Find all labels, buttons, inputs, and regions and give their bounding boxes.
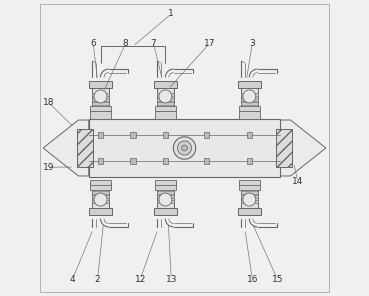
Circle shape: [94, 90, 107, 103]
Bar: [89, 208, 112, 215]
Bar: [204, 132, 209, 138]
Bar: [157, 102, 174, 105]
Text: 12: 12: [135, 275, 146, 284]
Bar: [246, 158, 252, 164]
Bar: [92, 200, 109, 202]
Bar: [92, 94, 109, 96]
Bar: [154, 208, 176, 215]
Text: 17: 17: [204, 39, 215, 48]
Bar: [241, 94, 258, 96]
Bar: [241, 191, 258, 194]
Bar: [204, 158, 209, 164]
Bar: [157, 82, 174, 107]
Circle shape: [243, 90, 256, 103]
Text: 19: 19: [43, 163, 54, 172]
Circle shape: [173, 137, 196, 159]
Bar: [238, 208, 261, 215]
Bar: [241, 98, 258, 101]
Circle shape: [159, 193, 172, 206]
Bar: [92, 195, 109, 198]
Text: 2: 2: [95, 275, 100, 284]
Bar: [276, 129, 292, 167]
Circle shape: [159, 90, 172, 103]
Bar: [98, 158, 103, 164]
Bar: [241, 195, 258, 198]
Text: 1: 1: [168, 9, 174, 18]
Bar: [98, 132, 103, 138]
Bar: [246, 132, 252, 138]
Bar: [239, 111, 260, 118]
Bar: [157, 94, 174, 96]
Bar: [130, 158, 135, 164]
Text: 3: 3: [249, 39, 255, 48]
Bar: [92, 98, 109, 101]
Text: 6: 6: [90, 39, 96, 48]
Bar: [92, 191, 109, 194]
Bar: [155, 111, 176, 118]
Text: 13: 13: [165, 275, 177, 284]
Bar: [92, 82, 109, 107]
Bar: [90, 179, 111, 185]
Bar: [157, 195, 174, 198]
Bar: [157, 191, 174, 194]
Bar: [90, 111, 111, 118]
Text: 16: 16: [246, 275, 258, 284]
Bar: [77, 129, 93, 167]
Bar: [155, 106, 176, 111]
Bar: [163, 158, 168, 164]
Text: 4: 4: [70, 275, 75, 284]
Bar: [239, 106, 260, 111]
Bar: [92, 102, 109, 105]
Bar: [157, 189, 174, 214]
Bar: [89, 118, 280, 178]
Bar: [241, 82, 258, 107]
Bar: [238, 81, 261, 88]
Bar: [239, 179, 260, 185]
Bar: [241, 102, 258, 105]
Text: 14: 14: [292, 177, 304, 186]
Bar: [239, 183, 260, 190]
Bar: [92, 189, 109, 214]
Bar: [154, 81, 176, 88]
Circle shape: [243, 193, 256, 206]
Bar: [90, 106, 111, 111]
Circle shape: [94, 193, 107, 206]
Bar: [157, 200, 174, 202]
Bar: [90, 183, 111, 190]
Bar: [157, 98, 174, 101]
Bar: [130, 132, 135, 138]
Text: 15: 15: [272, 275, 283, 284]
Bar: [155, 183, 176, 190]
Text: 7: 7: [151, 39, 156, 48]
Bar: [89, 81, 112, 88]
Text: 18: 18: [43, 98, 54, 107]
Bar: [241, 200, 258, 202]
Bar: [155, 179, 176, 185]
Polygon shape: [43, 120, 89, 176]
Circle shape: [177, 141, 192, 155]
Bar: [241, 189, 258, 214]
Circle shape: [182, 145, 187, 151]
Polygon shape: [280, 120, 326, 176]
Bar: [163, 132, 168, 138]
Text: 8: 8: [123, 39, 128, 48]
